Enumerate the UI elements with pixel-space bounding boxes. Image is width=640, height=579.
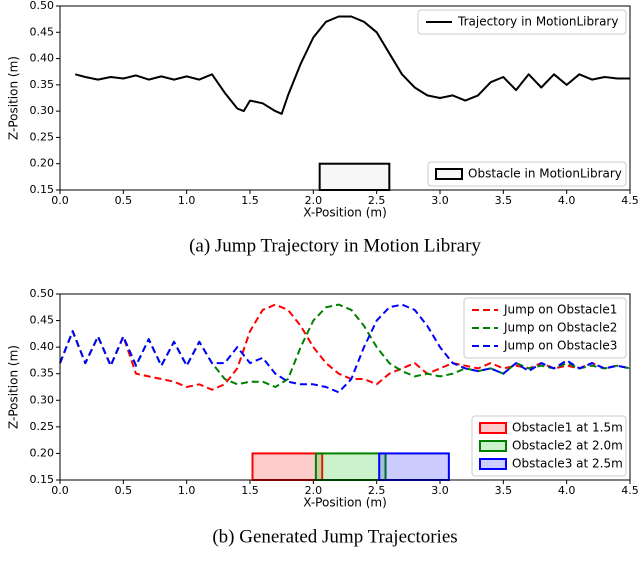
x-tick-label: 4.5 — [621, 194, 639, 207]
x-tick-label: 3.5 — [495, 194, 513, 207]
caption: (b) Generated Jump Trajectories — [212, 526, 457, 547]
y-tick-label: 0.30 — [30, 393, 55, 406]
x-tick-label: 0.0 — [51, 484, 69, 497]
x-tick-label: 2.5 — [368, 484, 386, 497]
x-tick-label: 0.5 — [115, 194, 133, 207]
x-tick-label: 1.0 — [178, 484, 196, 497]
y-axis-label: Z-Position (m) — [7, 56, 21, 140]
y-tick-label: 0.30 — [30, 104, 55, 117]
legend-label: Obstacle in MotionLibrary — [468, 167, 622, 181]
plot-frame — [59, 293, 631, 481]
legend-box — [471, 415, 627, 477]
y-tick-label: 0.25 — [30, 130, 55, 143]
y-tick-label: 0.20 — [30, 446, 55, 459]
x-tick-label: 4.0 — [558, 484, 576, 497]
legend-label: Jump on Obstacle2 — [503, 321, 617, 335]
y-axis-label: Z-Position (m) — [7, 345, 21, 429]
x-tick-label: 4.0 — [558, 194, 576, 207]
x-tick-label: 0.0 — [51, 194, 69, 207]
y-tick-label: 0.45 — [30, 314, 55, 327]
obstacle — [314, 452, 387, 481]
y-tick-label: 0.20 — [30, 157, 55, 170]
legend-label: Obstacle2 at 2.0m — [512, 439, 623, 453]
y-tick-label: 0.50 — [30, 287, 55, 300]
x-tick-label: 0.5 — [115, 484, 133, 497]
y-tick-label: 0.40 — [30, 340, 55, 353]
y-tick-label: 0.15 — [30, 473, 55, 486]
x-tick-label: 3.0 — [431, 484, 449, 497]
legend-box — [463, 297, 627, 359]
y-tick-label: 0.50 — [30, 0, 55, 12]
y-tick-label: 0.15 — [30, 183, 55, 196]
x-tick-label: 1.5 — [241, 194, 259, 207]
y-tick-label: 0.45 — [30, 25, 55, 38]
y-tick-label: 0.40 — [30, 52, 55, 65]
y-tick-label: 0.35 — [30, 78, 55, 91]
caption: (a) Jump Trajectory in Motion Library — [189, 235, 481, 256]
legend-swatch — [435, 168, 463, 180]
legend-label: Jump on Obstacle3 — [503, 339, 617, 353]
trajectory-line — [74, 15, 630, 115]
obstacle — [251, 452, 324, 481]
obstacle — [318, 162, 391, 191]
y-tick-label: 0.25 — [30, 420, 55, 433]
x-tick-label: 2.0 — [305, 194, 323, 207]
plot-frame — [59, 5, 631, 191]
x-tick-label: 2.5 — [368, 194, 386, 207]
x-tick-label: 2.0 — [305, 484, 323, 497]
x-axis-label: X-Position (m) — [303, 496, 387, 510]
legend-swatch — [479, 458, 507, 470]
legend-label: Trajectory in MotionLibrary — [457, 15, 618, 29]
x-tick-label: 1.5 — [241, 484, 259, 497]
legend-swatch — [479, 440, 507, 452]
obstacle — [378, 452, 450, 481]
x-tick-label: 3.0 — [431, 194, 449, 207]
x-tick-label: 3.5 — [495, 484, 513, 497]
trajectory-line — [59, 303, 631, 391]
legend-swatch — [479, 422, 507, 434]
y-tick-label: 0.35 — [30, 367, 55, 380]
trajectory-line — [59, 303, 631, 394]
legend-label: Obstacle1 at 1.5m — [512, 421, 623, 435]
x-tick-label: 4.5 — [621, 484, 639, 497]
legend-label: Obstacle3 at 2.5m — [512, 457, 623, 471]
legend-box — [417, 9, 627, 35]
legend-label: Jump on Obstacle1 — [503, 303, 617, 317]
x-axis-label: X-Position (m) — [303, 206, 387, 220]
legend-box — [427, 161, 627, 187]
x-tick-label: 1.0 — [178, 194, 196, 207]
